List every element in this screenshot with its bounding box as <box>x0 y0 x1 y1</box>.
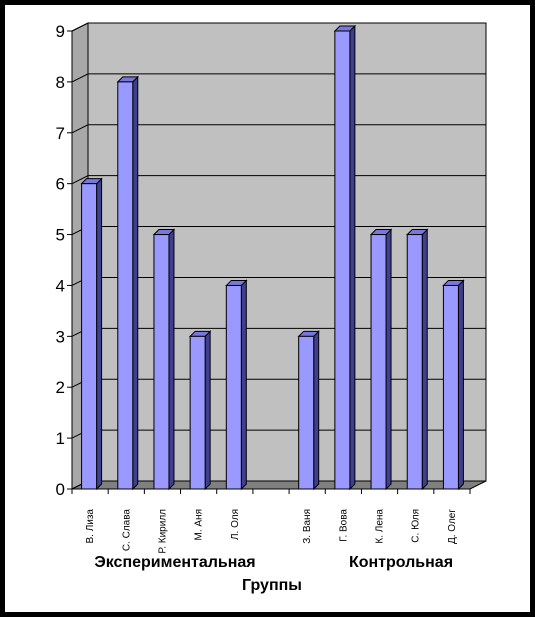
x-axis-title: Группы <box>242 577 302 594</box>
bar-front <box>370 234 387 490</box>
category-label: В. Лиза <box>85 509 96 544</box>
bar-side <box>313 330 320 491</box>
x-axis-category-labels: В. Лиза С. Слава Р. Кирилл М. Аня Л. Оля З. В… <box>85 509 458 554</box>
group-label-control: Контрольная <box>349 554 453 571</box>
axes <box>71 31 471 494</box>
bars <box>80 24 465 491</box>
y-tick-label: 4 <box>56 276 65 295</box>
bar <box>369 228 393 491</box>
bar-front <box>442 284 459 490</box>
bar <box>442 279 465 491</box>
category-label: С. Слава <box>121 509 132 552</box>
bar-front <box>406 234 423 490</box>
y-tick-label: 6 <box>56 175 65 194</box>
category-label: З. Ваня <box>302 509 313 544</box>
bar-front <box>298 335 315 490</box>
bar-side <box>385 228 392 491</box>
bar-front <box>81 183 98 490</box>
bar <box>333 24 357 491</box>
bar-front <box>334 30 351 490</box>
bar-side <box>204 330 211 491</box>
y-tick-label: 1 <box>56 429 65 448</box>
y-tick-label: 7 <box>56 124 65 143</box>
bar-side <box>168 228 175 491</box>
category-label: Г. Вова <box>338 509 349 542</box>
bar-front <box>153 234 170 490</box>
category-label: Р. Кирилл <box>157 509 168 554</box>
bar-front <box>117 81 134 490</box>
bar-side <box>96 177 103 491</box>
bar <box>188 330 212 491</box>
category-label: Д. Олег <box>447 509 458 544</box>
y-axis-ticks: 0 1 2 3 4 5 6 7 8 9 <box>56 22 72 499</box>
category-label: С. Юля <box>411 509 422 543</box>
y-tick-label: 2 <box>56 378 65 397</box>
bar-side <box>132 75 139 491</box>
category-label: М. Аня <box>194 509 205 541</box>
y-tick-label: 8 <box>56 73 65 92</box>
bar <box>297 330 320 491</box>
group-label-experimental: Экспериментальная <box>94 554 255 571</box>
bar <box>406 228 429 491</box>
bar <box>152 228 176 491</box>
bar <box>116 75 139 491</box>
category-label: К. Лена <box>375 509 386 544</box>
y-tick-label: 0 <box>56 480 65 499</box>
y-tick-label: 3 <box>56 327 65 346</box>
y-tick-label: 9 <box>56 22 65 41</box>
bar-side <box>457 279 464 491</box>
bar-front <box>225 284 242 490</box>
y-tick-label: 5 <box>56 226 65 245</box>
bar <box>225 279 248 491</box>
bar <box>80 177 103 491</box>
bar-side <box>240 279 247 491</box>
gridline <box>71 22 486 32</box>
category-label: Л. Оля <box>230 509 241 540</box>
bar-side <box>421 228 428 491</box>
bar-front <box>189 335 206 490</box>
bar-side <box>349 24 356 491</box>
